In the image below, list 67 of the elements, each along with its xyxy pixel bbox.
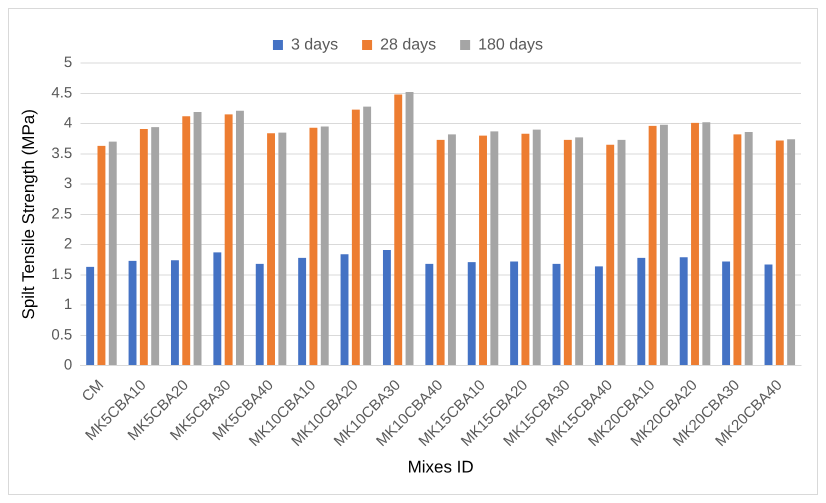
- bar: [363, 106, 372, 366]
- y-tick-label: 4: [64, 114, 72, 132]
- y-axis-title: Spilt Tensile Strength (MPa): [18, 109, 38, 320]
- bar: [256, 264, 264, 366]
- y-tick-label: 3.5: [51, 144, 72, 162]
- bar: [660, 124, 668, 366]
- bar: [733, 134, 742, 366]
- bar: [182, 116, 190, 366]
- bar: [479, 136, 487, 366]
- bar: [194, 112, 202, 366]
- bar: [575, 137, 584, 366]
- bar: [128, 260, 136, 366]
- bar: [340, 254, 348, 366]
- bar: [691, 122, 699, 366]
- bar: [140, 128, 148, 366]
- bar: [618, 140, 626, 366]
- bar: [702, 122, 710, 366]
- y-tick-label: 4.5: [51, 84, 72, 102]
- bar: [86, 266, 94, 366]
- bar: [151, 127, 160, 366]
- bar: [764, 264, 772, 366]
- legend-label: 180 days: [478, 36, 544, 54]
- bar: [394, 94, 402, 366]
- bar: [448, 134, 456, 366]
- bar: [564, 140, 572, 366]
- bar: [278, 132, 286, 366]
- bar: [236, 110, 244, 366]
- bar: [552, 264, 560, 366]
- y-tick-label: 1.5: [51, 266, 72, 283]
- y-tick-label: 2: [64, 236, 72, 253]
- bar: [744, 132, 753, 366]
- bar: [436, 140, 445, 366]
- bar: [320, 126, 329, 366]
- bar: [170, 260, 179, 366]
- bar: [382, 250, 391, 366]
- bar: [722, 261, 730, 366]
- bar: [352, 110, 360, 366]
- legend-label: 3 days: [290, 36, 338, 54]
- bar: [309, 128, 318, 366]
- bar: [637, 258, 646, 366]
- bar: [97, 146, 106, 366]
- x-axis-title: Mixes ID: [408, 457, 474, 476]
- y-tick-label: 2.5: [51, 205, 72, 222]
- bar: [490, 131, 498, 366]
- y-tick-label: 0.5: [51, 326, 72, 344]
- bar: [594, 266, 603, 366]
- bar: [224, 114, 233, 366]
- bar: [406, 92, 414, 366]
- y-tick-label: 0: [64, 356, 72, 374]
- bar: [468, 262, 476, 366]
- bar: [787, 139, 796, 366]
- bar: [648, 126, 657, 366]
- bar: [510, 261, 518, 366]
- bar: [521, 134, 530, 366]
- bar: [606, 144, 614, 366]
- bar: [776, 140, 784, 366]
- bar: [680, 257, 688, 366]
- bar: [532, 130, 541, 366]
- bar: [425, 264, 434, 366]
- bar: [298, 258, 306, 366]
- bar: [108, 142, 117, 366]
- y-tick-label: 3: [64, 175, 72, 192]
- y-tick-label: 1: [64, 296, 72, 314]
- y-tick-label: 5: [64, 54, 72, 72]
- bar: [267, 133, 275, 366]
- bar: [213, 252, 222, 366]
- legend-label: 28 days: [380, 36, 436, 54]
